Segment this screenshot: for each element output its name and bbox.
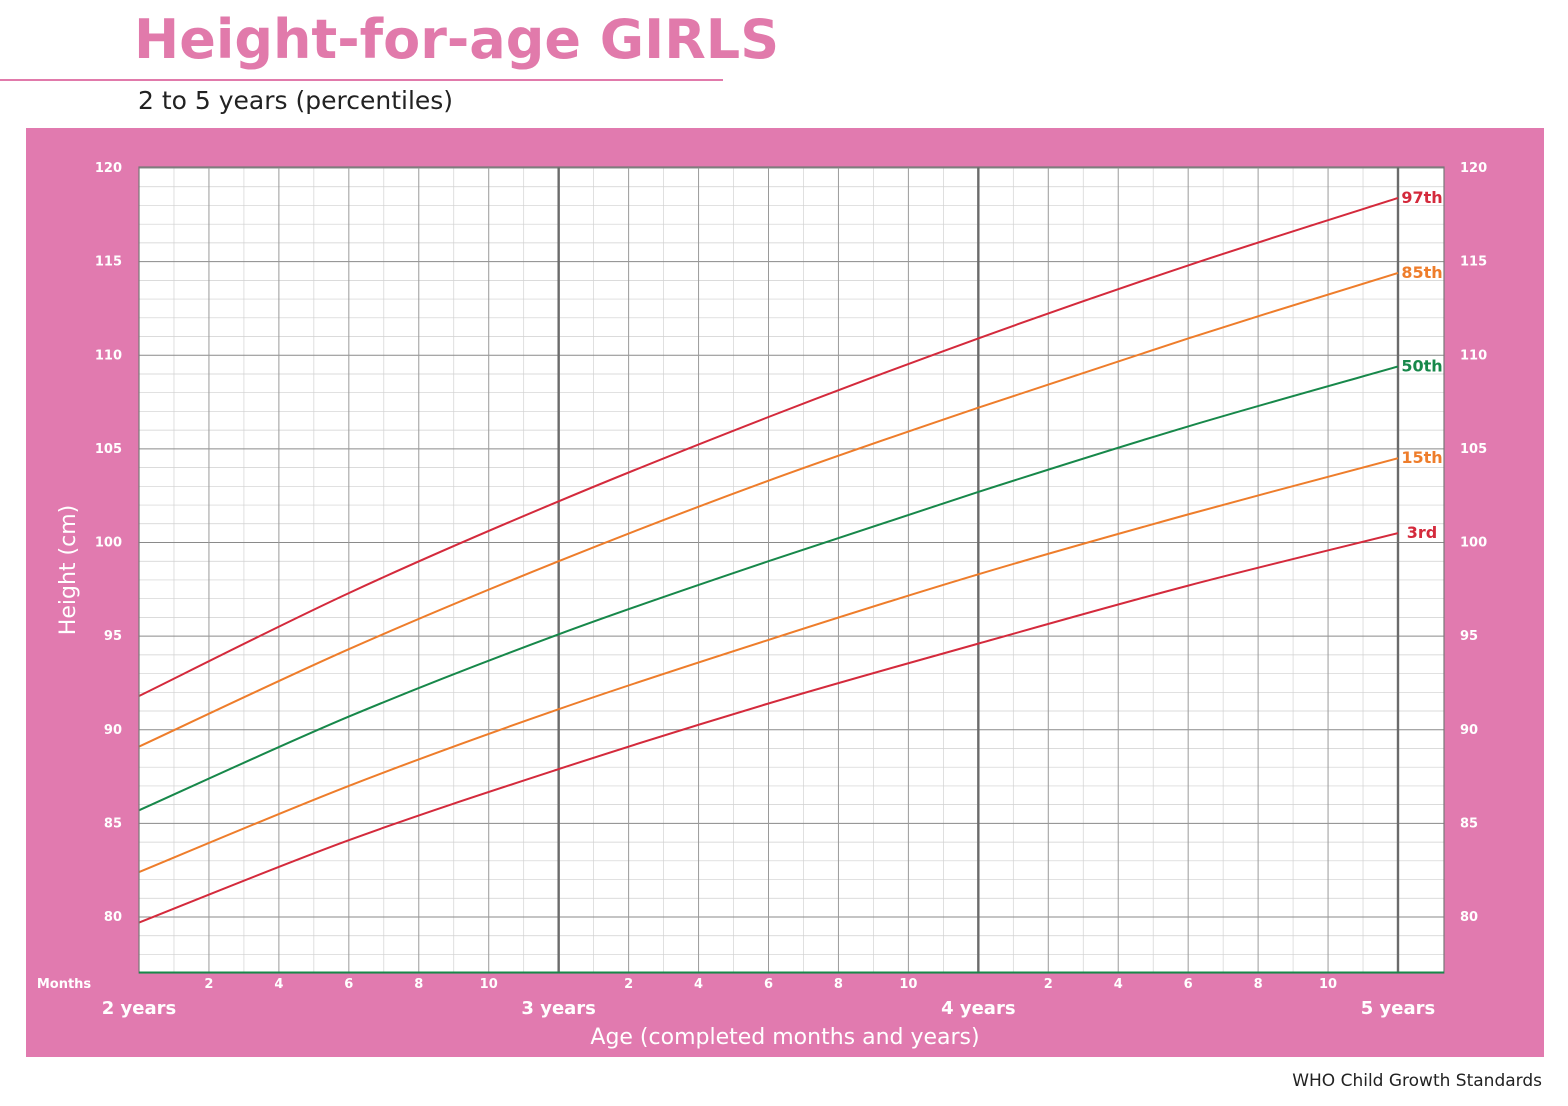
series-label-50th: 50th	[1401, 356, 1442, 375]
percentile-line-85th	[138, 271, 1399, 748]
y-tick-label-left: 95	[104, 629, 122, 644]
y-ticks-right: 80 85 90 95 100 105 110 115 120	[1460, 161, 1487, 925]
y-tick-label-right: 110	[1460, 348, 1487, 363]
month-tick-label: 8	[414, 977, 423, 992]
x-axis-label: Age (completed months and years)	[590, 1025, 979, 1050]
y-ticks-left: 80 85 90 95 100 105 110 115 120	[95, 161, 122, 925]
month-tick-label: 10	[480, 977, 498, 992]
month-tick-label: 8	[834, 977, 843, 992]
series-label-97th: 97th	[1401, 188, 1442, 207]
y-tick-label-left: 120	[95, 161, 122, 176]
chart-panel: 80 85 90 95 100 105 110 115 120 80 85 90 95 100 105 11…	[26, 128, 1544, 1057]
percentile-line-50th	[138, 365, 1399, 812]
series-labels: 97th 85th 50th 15th 3rd	[1401, 188, 1442, 542]
series-label-3rd: 3rd	[1407, 523, 1437, 542]
year-tick-label: 3 years	[521, 998, 595, 1019]
percentile-lines	[138, 197, 1399, 924]
growth-chart: 80 85 90 95 100 105 110 115 120 80 85 90 95 100 105 11…	[37, 161, 1487, 1050]
grid-major	[139, 167, 1444, 972]
y-tick-label-left: 100	[95, 536, 122, 551]
source-note: WHO Child Growth Standards	[1292, 1071, 1542, 1091]
y-tick-label-right: 100	[1460, 536, 1487, 551]
month-tick-label: 6	[1184, 977, 1193, 992]
x-ticks: 2 4 6 8 10 2 4 6 8 10 2 4 6 8 10 2 years 3 years 4 years 5…	[102, 977, 1435, 1019]
year-tick-label: 5 years	[1361, 998, 1435, 1019]
month-tick-label: 10	[899, 977, 917, 992]
y-tick-label-right: 120	[1460, 161, 1487, 176]
y-tick-label-right: 115	[1460, 255, 1487, 270]
y-tick-label-right: 95	[1460, 629, 1478, 644]
month-tick-label: 2	[1044, 977, 1053, 992]
year-tick-label: 4 years	[941, 998, 1015, 1019]
y-tick-label-left: 90	[104, 723, 122, 738]
y-tick-label-right: 80	[1460, 910, 1478, 925]
month-tick-label: 2	[204, 977, 213, 992]
y-tick-label-left: 105	[95, 442, 122, 457]
percentile-line-3rd	[138, 532, 1399, 924]
y-tick-label-left: 85	[104, 816, 122, 831]
month-tick-label: 4	[274, 977, 283, 992]
month-tick-label: 6	[344, 977, 353, 992]
months-label: Months	[37, 977, 92, 992]
y-tick-label-right: 90	[1460, 723, 1478, 738]
percentile-line-15th	[138, 457, 1399, 874]
month-tick-label: 4	[1114, 977, 1123, 992]
series-label-15th: 15th	[1401, 448, 1442, 467]
y-tick-label-left: 115	[95, 255, 122, 270]
percentile-line-97th	[138, 197, 1399, 697]
y-tick-label-left: 110	[95, 348, 122, 363]
y-tick-label-right: 105	[1460, 442, 1487, 457]
chart-subtitle: 2 to 5 years (percentiles)	[138, 86, 454, 115]
title-underline	[0, 79, 723, 81]
series-label-85th: 85th	[1401, 263, 1442, 282]
chart-title: Height-for-age GIRLS	[134, 8, 780, 71]
month-tick-label: 8	[1254, 977, 1263, 992]
month-tick-label: 4	[694, 977, 703, 992]
month-tick-label: 6	[764, 977, 773, 992]
month-tick-label: 2	[624, 977, 633, 992]
plot-area	[139, 167, 1444, 973]
year-tick-label: 2 years	[102, 998, 176, 1019]
y-axis-label: Height (cm)	[56, 505, 81, 635]
y-tick-label-right: 85	[1460, 816, 1478, 831]
y-tick-label-left: 80	[104, 910, 122, 925]
month-tick-label: 10	[1319, 977, 1337, 992]
